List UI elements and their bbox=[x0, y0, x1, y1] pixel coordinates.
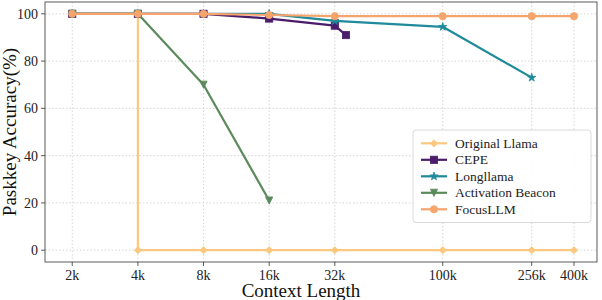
legend-marker bbox=[430, 140, 437, 147]
legend-label: Original Llama bbox=[455, 136, 538, 151]
point bbox=[200, 81, 207, 88]
tick bbox=[334, 262, 335, 266]
tick-label: 40 bbox=[24, 149, 38, 164]
point bbox=[342, 31, 349, 38]
tick-label: 0 bbox=[31, 243, 38, 258]
point bbox=[68, 10, 76, 18]
tick-label: 80 bbox=[24, 54, 38, 69]
grid-line bbox=[72, 2, 73, 262]
grid-line bbox=[45, 61, 597, 62]
point bbox=[134, 247, 141, 254]
point bbox=[134, 10, 141, 17]
point bbox=[570, 247, 577, 254]
tick bbox=[41, 155, 45, 156]
point bbox=[134, 10, 142, 18]
point bbox=[528, 73, 536, 81]
point bbox=[200, 247, 207, 254]
tick-label: 100 bbox=[17, 7, 38, 22]
tick bbox=[41, 108, 45, 109]
point bbox=[439, 23, 447, 31]
tick bbox=[442, 262, 443, 266]
point bbox=[331, 13, 338, 20]
tick bbox=[203, 262, 204, 266]
legend-marker bbox=[430, 189, 437, 196]
tick bbox=[137, 262, 138, 266]
tick bbox=[269, 262, 270, 266]
legend-label: FocusLLM bbox=[455, 202, 516, 217]
chart: 0204060801002k4k8k16k32k100k256k400kCont… bbox=[0, 0, 602, 300]
point bbox=[134, 10, 141, 17]
legend-marker bbox=[430, 156, 437, 163]
point bbox=[439, 247, 446, 254]
point bbox=[69, 10, 76, 17]
tick bbox=[72, 262, 73, 266]
point bbox=[69, 10, 76, 17]
legend-label: Activation Beacon bbox=[455, 185, 556, 200]
point bbox=[199, 10, 207, 18]
point bbox=[439, 13, 446, 20]
tick bbox=[41, 250, 45, 251]
legend-label: Longllama bbox=[455, 169, 513, 184]
point bbox=[266, 197, 273, 204]
point bbox=[69, 10, 76, 17]
point bbox=[200, 10, 207, 17]
tick bbox=[41, 202, 45, 203]
legend-marker bbox=[430, 172, 438, 180]
x-axis-label: Context Length bbox=[242, 280, 361, 300]
point bbox=[331, 247, 338, 254]
y-axis-label: Paskkey Accuracy(%) bbox=[0, 48, 21, 216]
grid-line bbox=[334, 2, 335, 262]
point bbox=[528, 13, 535, 20]
legend: Original LlamaCEPE LongllamaActivation Be… bbox=[413, 130, 591, 223]
tick-label: 8k bbox=[197, 268, 211, 283]
point bbox=[69, 10, 76, 17]
point bbox=[266, 247, 273, 254]
tick-label: 400k bbox=[560, 268, 588, 283]
tick-label: 100k bbox=[429, 268, 457, 283]
tick bbox=[573, 262, 574, 266]
tick-label: 2k bbox=[65, 268, 79, 283]
tick bbox=[41, 61, 45, 62]
tick bbox=[531, 262, 532, 266]
point bbox=[570, 13, 577, 20]
tick bbox=[41, 13, 45, 14]
series-line bbox=[72, 14, 574, 16]
tick-label: 256k bbox=[518, 268, 546, 283]
point bbox=[134, 10, 141, 17]
grid-line bbox=[203, 2, 204, 262]
point bbox=[200, 10, 207, 17]
legend-marker bbox=[430, 206, 437, 213]
series-line bbox=[72, 14, 531, 78]
tick-label: 4k bbox=[131, 268, 145, 283]
legend-label: CEPE bbox=[455, 152, 488, 167]
point bbox=[528, 247, 535, 254]
series-line bbox=[72, 14, 269, 201]
tick-label: 20 bbox=[24, 196, 38, 211]
point bbox=[134, 10, 141, 17]
frame bbox=[45, 2, 597, 262]
legend-box bbox=[413, 130, 591, 223]
tick-label: 60 bbox=[24, 101, 38, 116]
point bbox=[266, 11, 273, 18]
grid-line bbox=[45, 108, 597, 109]
grid-line bbox=[269, 2, 270, 262]
